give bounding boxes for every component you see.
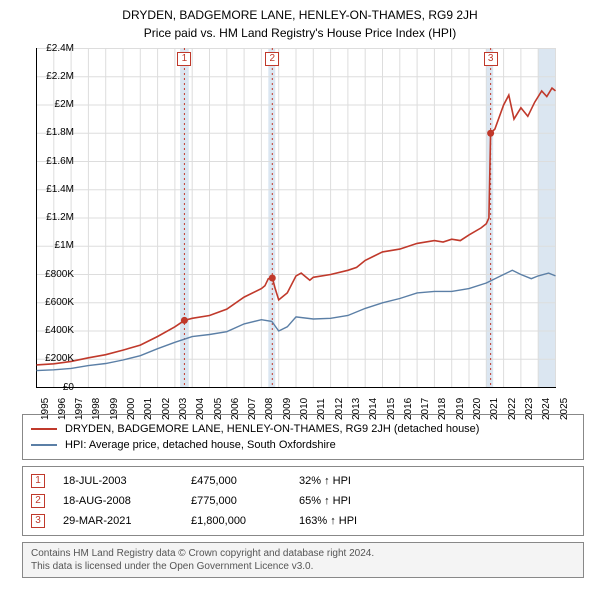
sales-row: 3 29-MAR-2021 £1,800,000 163% ↑ HPI (31, 511, 575, 531)
x-tick-label: 2012 (334, 398, 345, 420)
y-tick-label: £1M (24, 240, 74, 251)
x-tick-label: 2002 (161, 398, 172, 420)
sale-date-3: 29-MAR-2021 (63, 515, 173, 527)
x-tick-label: 2008 (264, 398, 275, 420)
legend-box: DRYDEN, BADGEMORE LANE, HENLEY-ON-THAMES… (22, 414, 584, 460)
y-tick-label: £800K (24, 269, 74, 280)
x-tick-label: 2011 (316, 398, 327, 420)
y-tick-label: £400K (24, 325, 74, 336)
y-tick-label: £1.2M (24, 212, 74, 223)
y-tick-label: £2.2M (24, 71, 74, 82)
x-tick-label: 1999 (109, 398, 120, 420)
sale-index-1: 1 (31, 474, 45, 488)
sale-price-3: £1,800,000 (191, 515, 281, 527)
y-tick-label: £200K (24, 353, 74, 364)
x-tick-label: 2024 (541, 398, 552, 420)
legend-row-property: DRYDEN, BADGEMORE LANE, HENLEY-ON-THAMES… (31, 421, 575, 437)
x-tick-label: 2000 (126, 398, 137, 420)
footer-line1: Contains HM Land Registry data © Crown c… (31, 547, 575, 560)
legend-row-hpi: HPI: Average price, detached house, Sout… (31, 437, 575, 453)
chart-area: £0£200K£400K£600K£800K£1M£1.2M£1.4M£1.6M… (36, 48, 596, 408)
sale-price-1: £475,000 (191, 475, 281, 487)
x-tick-label: 2005 (213, 398, 224, 420)
legend-swatch-hpi (31, 444, 57, 446)
x-tick-label: 2006 (230, 398, 241, 420)
y-tick-label: £1.8M (24, 127, 74, 138)
chart-title-line2: Price paid vs. HM Land Registry's House … (0, 26, 600, 40)
x-tick-label: 2009 (282, 398, 293, 420)
chart-title-block: DRYDEN, BADGEMORE LANE, HENLEY-ON-THAMES… (0, 0, 600, 40)
sale-pct-2: 65% ↑ HPI (299, 495, 399, 507)
sale-marker-2: 2 (265, 52, 279, 66)
sale-pct-1: 32% ↑ HPI (299, 475, 399, 487)
sale-index-3: 3 (31, 514, 45, 528)
x-tick-label: 2017 (420, 398, 431, 420)
x-tick-label: 1996 (57, 398, 68, 420)
y-tick-label: £600K (24, 297, 74, 308)
chart-title-line1: DRYDEN, BADGEMORE LANE, HENLEY-ON-THAMES… (0, 8, 600, 22)
legend-swatch-property (31, 428, 57, 430)
y-tick-label: £1.6M (24, 156, 74, 167)
x-tick-label: 2022 (507, 398, 518, 420)
x-tick-label: 2018 (437, 398, 448, 420)
y-tick-label: £0 (24, 382, 74, 393)
x-tick-label: 2021 (489, 398, 500, 420)
x-tick-label: 2014 (368, 398, 379, 420)
x-tick-label: 1997 (74, 398, 85, 420)
footer-line2: This data is licensed under the Open Gov… (31, 560, 575, 573)
x-tick-label: 1995 (40, 398, 51, 420)
x-tick-label: 2003 (178, 398, 189, 420)
sale-pct-3: 163% ↑ HPI (299, 515, 399, 527)
sale-price-2: £775,000 (191, 495, 281, 507)
sales-table: 1 18-JUL-2003 £475,000 32% ↑ HPI 2 18-AU… (22, 466, 584, 536)
x-tick-label: 2019 (455, 398, 466, 420)
y-tick-label: £2.4M (24, 43, 74, 54)
footer-attribution: Contains HM Land Registry data © Crown c… (22, 542, 584, 578)
line-chart-svg (36, 48, 556, 388)
legend-label-property: DRYDEN, BADGEMORE LANE, HENLEY-ON-THAMES… (65, 423, 479, 435)
sales-row: 2 18-AUG-2008 £775,000 65% ↑ HPI (31, 491, 575, 511)
y-tick-label: £2M (24, 99, 74, 110)
sale-index-2: 2 (31, 494, 45, 508)
legend-label-hpi: HPI: Average price, detached house, Sout… (65, 439, 336, 451)
sale-marker-3: 3 (484, 52, 498, 66)
x-tick-label: 2001 (143, 398, 154, 420)
x-tick-label: 2007 (247, 398, 258, 420)
x-tick-label: 2025 (559, 398, 570, 420)
x-tick-label: 2010 (299, 398, 310, 420)
x-tick-label: 2016 (403, 398, 414, 420)
x-tick-label: 1998 (91, 398, 102, 420)
x-tick-label: 2020 (472, 398, 483, 420)
x-tick-label: 2004 (195, 398, 206, 420)
x-tick-label: 2015 (386, 398, 397, 420)
sale-date-2: 18-AUG-2008 (63, 495, 173, 507)
x-tick-label: 2013 (351, 398, 362, 420)
sales-row: 1 18-JUL-2003 £475,000 32% ↑ HPI (31, 471, 575, 491)
x-tick-label: 2023 (524, 398, 535, 420)
sale-date-1: 18-JUL-2003 (63, 475, 173, 487)
sale-marker-1: 1 (177, 52, 191, 66)
y-tick-label: £1.4M (24, 184, 74, 195)
